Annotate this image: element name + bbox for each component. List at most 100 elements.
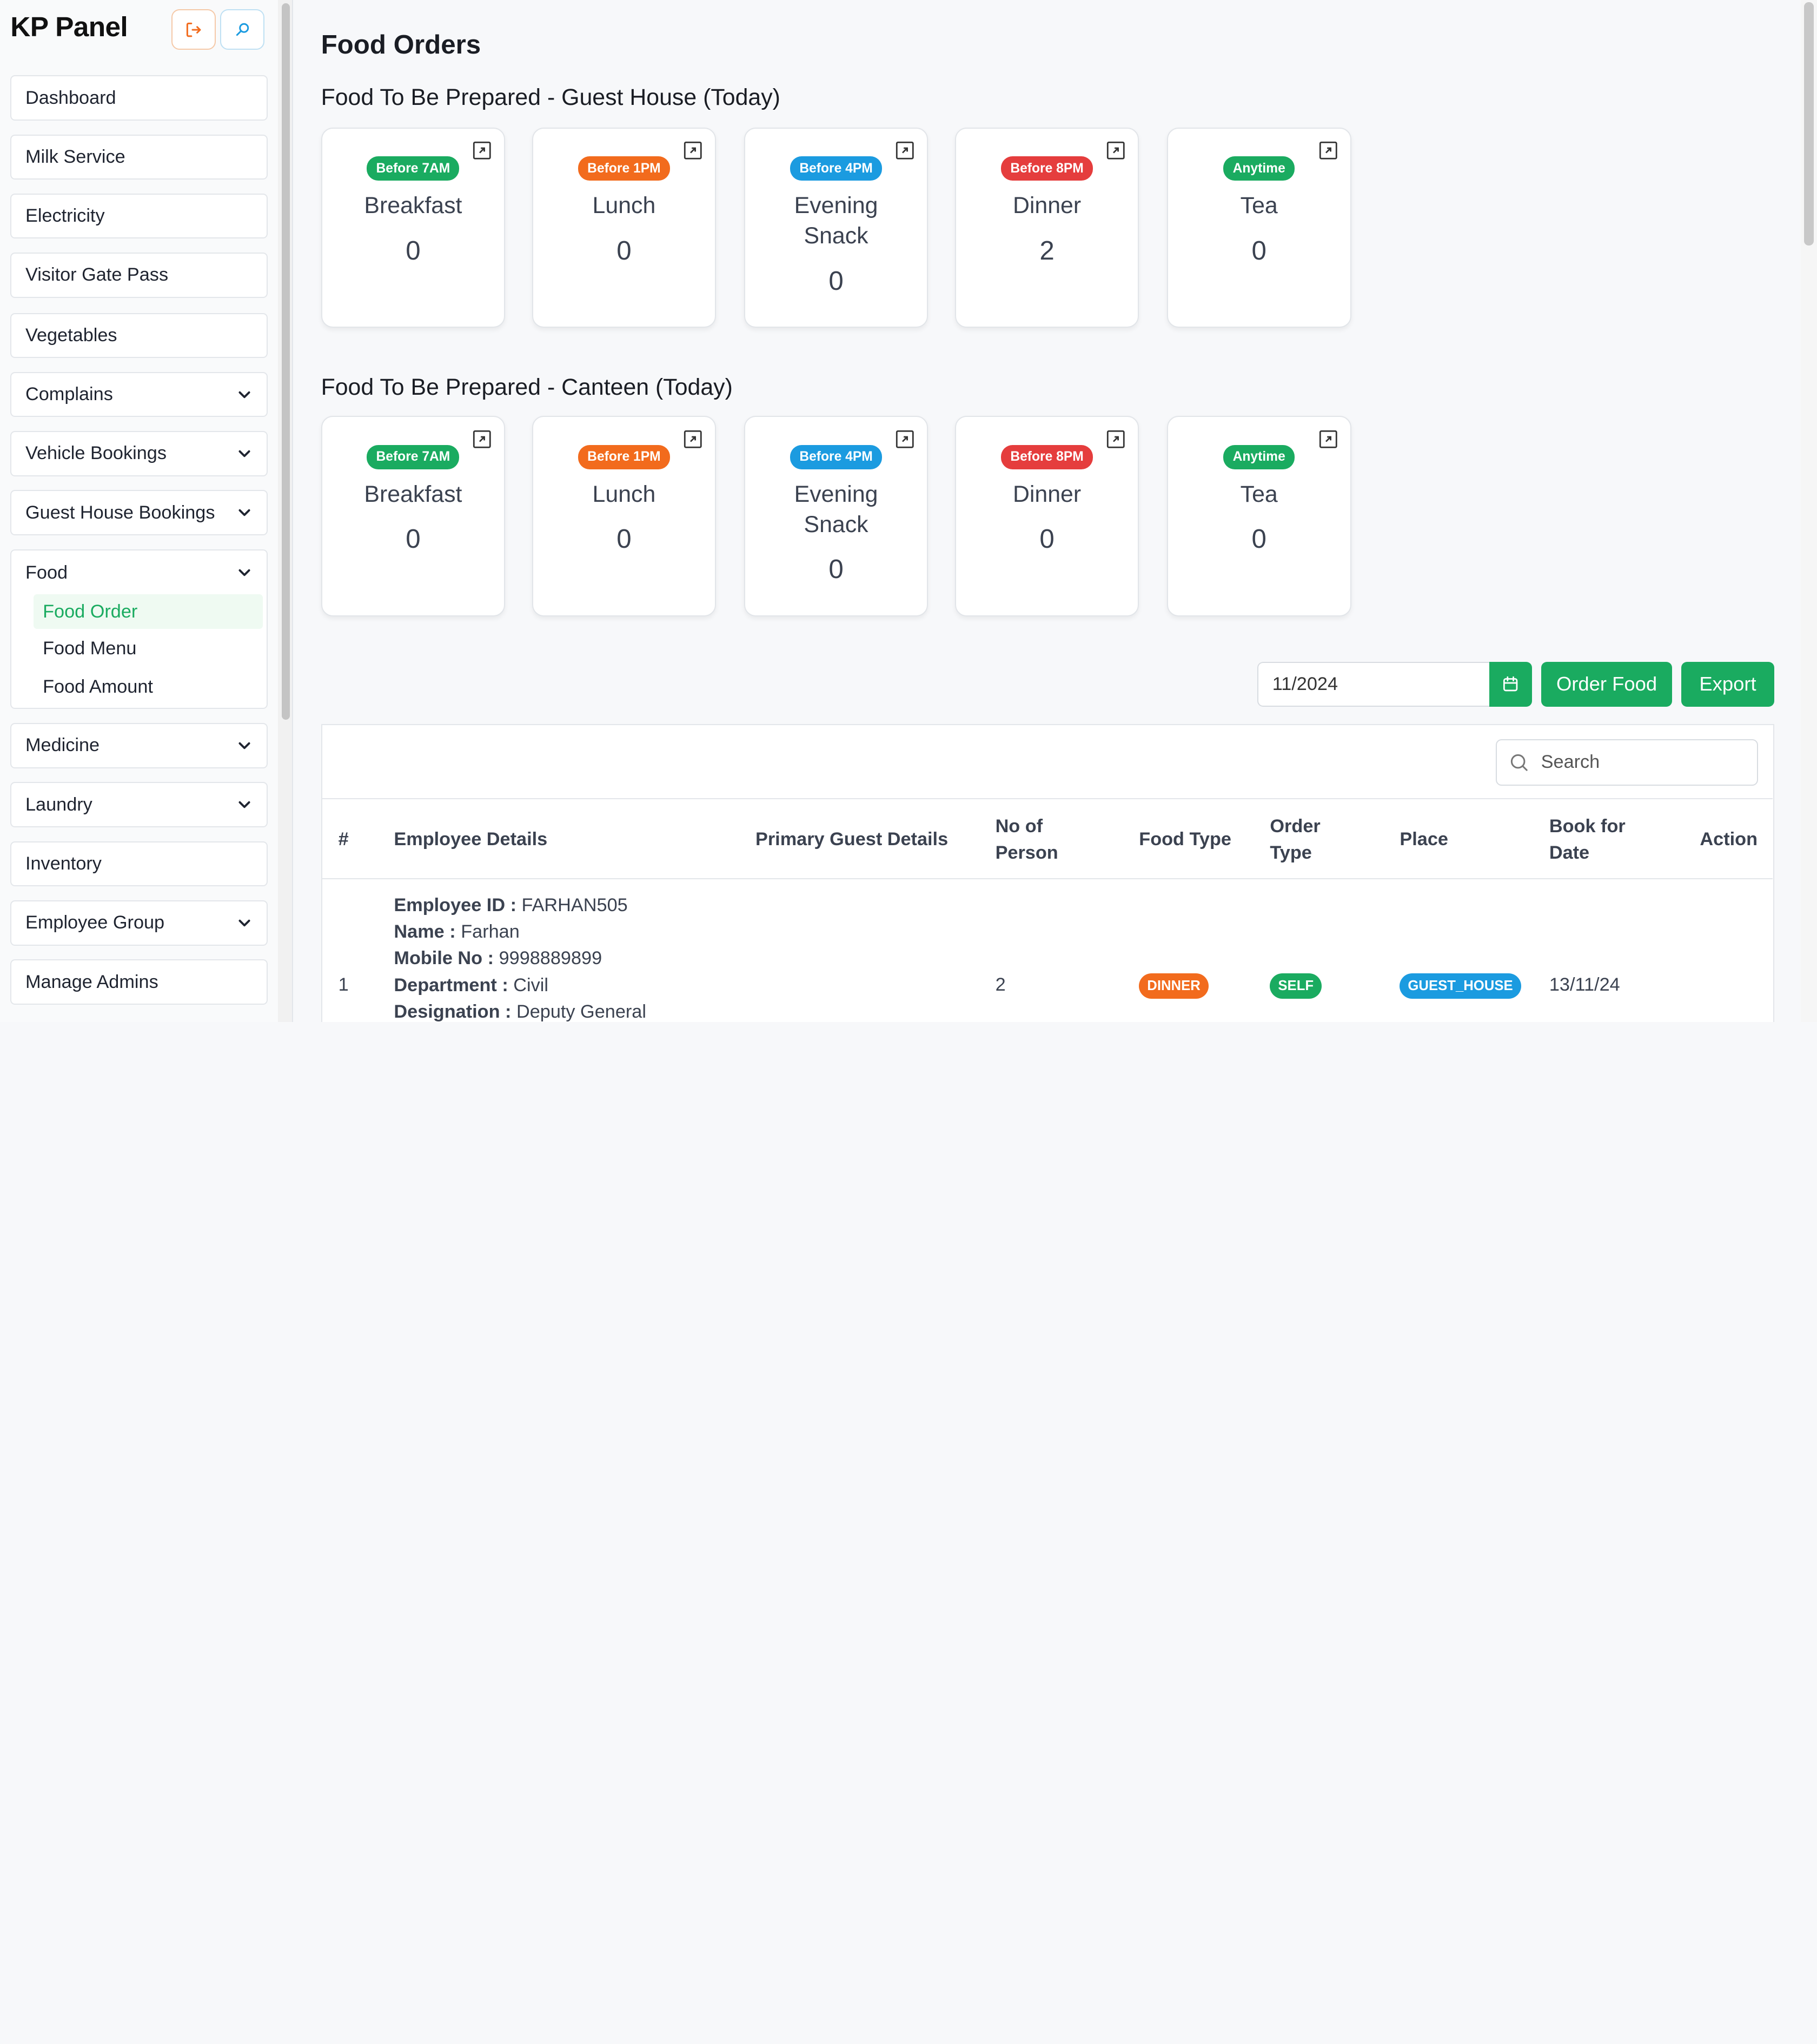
sidebar-item-employee-group[interactable]: Employee Group <box>10 900 268 946</box>
chevron-down-icon <box>238 391 250 398</box>
food-type-badge: DINNER <box>1139 973 1209 999</box>
main-scrollbar-thumb[interactable] <box>1804 2 1814 246</box>
sidebar-item-laundry[interactable]: Laundry <box>10 782 268 827</box>
expand-icon[interactable] <box>682 140 704 161</box>
sidebar-item-guest-house-bookings[interactable]: Guest House Bookings <box>10 490 268 535</box>
sidebar-item-label: Electricity <box>25 205 105 227</box>
time-badge: Anytime <box>1223 444 1295 469</box>
employee-department-label: Department : <box>394 974 508 996</box>
canteen-card-dinner[interactable]: Before 8PM Dinner 0 <box>954 416 1139 616</box>
sidebar-subitem-food-amount[interactable]: Food Amount <box>34 669 263 704</box>
sidebar-item-label: Manage Admins <box>25 971 158 992</box>
employee-department-line: Department : Civil <box>394 972 646 999</box>
sidebar-item-dashboard[interactable]: Dashboard <box>10 75 268 121</box>
row-index: 1 <box>338 974 349 995</box>
order-type-badge: SELF <box>1270 973 1322 999</box>
expand-icon[interactable] <box>682 429 704 450</box>
expand-icon[interactable] <box>1105 140 1126 161</box>
sidebar-item-label: Guest House Bookings <box>25 502 215 523</box>
sidebar-item-label: Laundry <box>25 794 92 815</box>
time-badge: Before 7AM <box>367 444 460 469</box>
sidebar-item-complains[interactable]: Complains <box>10 371 268 417</box>
expand-icon[interactable] <box>472 140 493 161</box>
expand-icon[interactable] <box>472 429 493 450</box>
sidebar-subitem-food-order[interactable]: Food Order <box>33 594 263 629</box>
sidebar-item-label: Food <box>25 562 68 583</box>
sidebar-item-milk-service[interactable]: Milk Service <box>10 134 268 180</box>
employee-mobile-line: Mobile No : 9998889899 <box>394 945 646 972</box>
search-icon <box>236 23 249 36</box>
meal-name: Dinner <box>1012 481 1082 507</box>
guest-card-evening-snack[interactable]: Before 4PM Evening Snack 0 <box>744 127 929 328</box>
canteen-card-lunch[interactable]: Before 1PM Lunch 0 <box>532 416 717 616</box>
export-button[interactable]: Export <box>1681 661 1774 707</box>
month-input[interactable]: 11/2024 <box>1257 661 1489 707</box>
chevron-down-icon <box>238 509 250 516</box>
main-scrollbar[interactable] <box>1801 0 1817 1022</box>
table-search[interactable] <box>1496 739 1758 786</box>
sidebar-item-visitor-gate-pass[interactable]: Visitor Gate Pass <box>10 253 268 298</box>
search-input[interactable] <box>1541 752 1750 773</box>
sidebar-item-label: Vehicle Bookings <box>25 443 167 464</box>
logout-button[interactable] <box>171 9 216 50</box>
guest-house-section-title: Food To Be Prepared - Guest House (Today… <box>321 84 780 111</box>
guest-card-tea[interactable]: Anytime Tea 0 <box>1166 127 1351 328</box>
time-badge: Before 8PM <box>1001 156 1093 181</box>
header-index: # <box>338 828 349 850</box>
sidebar-item-label: Milk Service <box>25 146 125 167</box>
sidebar-subitem-label: Food Menu <box>43 638 137 659</box>
meal-count: 0 <box>828 554 844 585</box>
employee-designation-line: Designation : Deputy General <box>394 999 646 1022</box>
expand-icon[interactable] <box>894 429 916 450</box>
sidebar: KP Panel Dashboard Milk Service Electric… <box>0 0 278 1022</box>
employee-id-label: Employee ID : <box>394 894 516 915</box>
page-title: Food Orders <box>321 29 481 59</box>
canteen-card-tea[interactable]: Anytime Tea 0 <box>1166 416 1351 616</box>
meal-count: 0 <box>1251 524 1266 554</box>
sidebar-item-food[interactable]: Food <box>11 550 267 596</box>
meal-name: Tea <box>1240 481 1278 507</box>
header-line: No of <box>995 815 1043 837</box>
sidebar-item-vehicle-bookings[interactable]: Vehicle Bookings <box>10 431 268 476</box>
order-food-button[interactable]: Order Food <box>1541 661 1673 707</box>
sidebar-scrollbar[interactable] <box>278 0 294 1022</box>
employee-id: FARHAN505 <box>521 894 628 915</box>
sidebar-search-button[interactable] <box>220 9 264 50</box>
sidebar-item-manage-admins[interactable]: Manage Admins <box>10 959 268 1005</box>
time-badge: Anytime <box>1223 156 1295 181</box>
expand-icon[interactable] <box>1318 140 1339 161</box>
expand-icon[interactable] <box>894 140 916 161</box>
employee-designation: Deputy General <box>516 1001 646 1022</box>
calendar-button[interactable] <box>1489 661 1532 707</box>
header-book-for-date: Book for Date <box>1549 813 1626 867</box>
meal-count: 2 <box>1039 235 1055 266</box>
table-header: # Employee Details Primary Guest Details… <box>322 798 1773 880</box>
sidebar-item-medicine[interactable]: Medicine <box>10 723 268 768</box>
header-action: Action <box>1700 828 1758 850</box>
canteen-card-evening-snack[interactable]: Before 4PM Evening Snack 0 <box>744 416 929 616</box>
calendar-icon <box>1503 676 1518 692</box>
sidebar-item-electricity[interactable]: Electricity <box>10 193 268 239</box>
sidebar-item-vegetables[interactable]: Vegetables <box>10 313 268 359</box>
employee-name: Farhan <box>461 921 520 943</box>
expand-icon[interactable] <box>1105 429 1126 450</box>
employee-mobile-label: Mobile No : <box>394 948 494 969</box>
page: KP Panel Dashboard Milk Service Electric… <box>0 0 1817 1022</box>
expand-icon[interactable] <box>1318 429 1339 450</box>
guest-card-dinner[interactable]: Before 8PM Dinner 2 <box>954 127 1139 328</box>
sidebar-scrollbar-thumb[interactable] <box>281 3 290 720</box>
chevron-down-icon <box>238 919 250 926</box>
sidebar-subitem-food-menu[interactable]: Food Menu <box>34 632 263 666</box>
meal-count: 0 <box>828 266 844 296</box>
time-badge: Before 4PM <box>790 156 882 181</box>
guest-card-breakfast[interactable]: Before 7AM Breakfast 0 <box>321 127 506 328</box>
meal-count: 0 <box>1251 235 1266 266</box>
chevron-down-icon <box>238 742 250 749</box>
sidebar-item-inventory[interactable]: Inventory <box>10 841 268 887</box>
canteen-card-breakfast[interactable]: Before 7AM Breakfast 0 <box>321 416 506 616</box>
guest-card-lunch[interactable]: Before 1PM Lunch 0 <box>532 127 717 328</box>
meal-count: 0 <box>616 235 632 266</box>
time-badge: Before 8PM <box>1001 444 1093 469</box>
canteen-section-title: Food To Be Prepared - Canteen (Today) <box>321 374 733 401</box>
sidebar-item-label: Inventory <box>25 853 102 874</box>
